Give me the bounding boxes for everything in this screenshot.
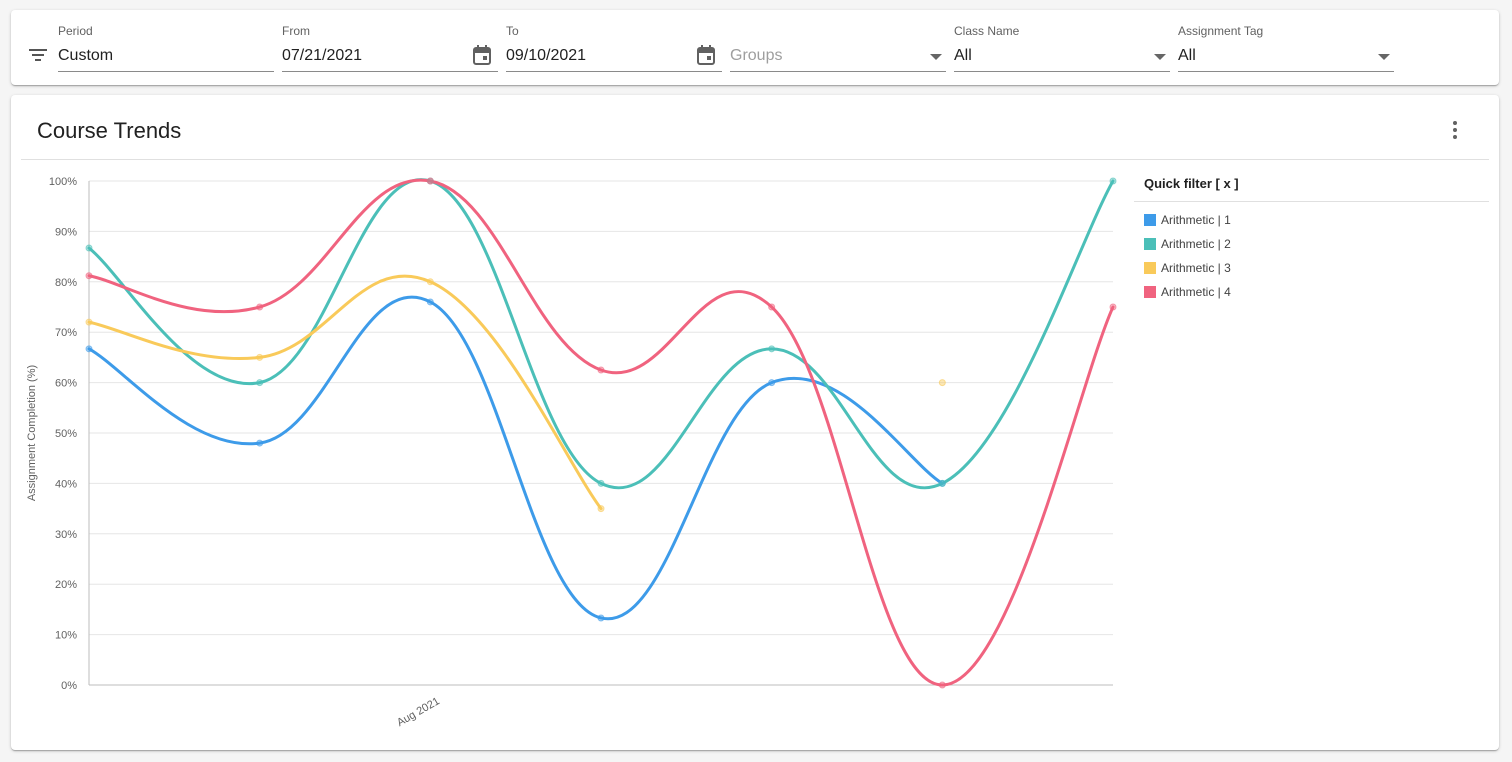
card-title: Course Trends xyxy=(37,118,182,143)
class-name-select[interactable]: Class Name All xyxy=(954,10,1170,85)
legend-label: Arithmetic | 1 xyxy=(1161,213,1231,227)
data-point-3 xyxy=(426,278,434,286)
y-tick-label: 50% xyxy=(55,428,77,440)
groups-select[interactable]: Groups xyxy=(730,10,946,85)
legend: Quick filter [ x ] Arithmetic | 1 Arithme… xyxy=(1134,165,1489,304)
y-tick-label: 20% xyxy=(55,579,77,591)
legend-swatch xyxy=(1144,286,1156,298)
from-underline xyxy=(282,71,498,72)
data-point-2 xyxy=(938,479,946,487)
filter-bar: Period Custom From 07/21/2021 To 09/10/2… xyxy=(11,10,1499,85)
legend-item-4[interactable]: Arithmetic | 4 xyxy=(1134,280,1489,304)
data-point-2 xyxy=(597,479,605,487)
data-point-2 xyxy=(768,345,776,353)
y-tick-label: 70% xyxy=(55,327,77,339)
groups-placeholder[interactable]: Groups xyxy=(730,47,783,64)
data-point-4 xyxy=(768,303,776,311)
data-point-1 xyxy=(426,298,434,306)
legend-title[interactable]: Quick filter [ x ] xyxy=(1134,165,1489,202)
data-point-4 xyxy=(938,681,946,689)
legend-label: Arithmetic | 3 xyxy=(1161,261,1231,275)
data-point-3 xyxy=(85,318,93,326)
data-point-2 xyxy=(1109,177,1117,185)
legend-item-3[interactable]: Arithmetic | 3 xyxy=(1134,256,1489,280)
legend-label: Arithmetic | 2 xyxy=(1161,237,1231,251)
period-select[interactable]: Period Custom xyxy=(58,10,274,85)
assignment-tag-value[interactable]: All xyxy=(1178,47,1196,64)
data-point-1 xyxy=(85,345,93,353)
class-name-label: Class Name xyxy=(954,24,1020,38)
legend-item-2[interactable]: Arithmetic | 2 xyxy=(1134,232,1489,256)
to-value[interactable]: 09/10/2021 xyxy=(506,47,587,64)
series-line-2 xyxy=(87,178,1115,490)
assignment-tag-select[interactable]: Assignment Tag All xyxy=(1178,10,1394,85)
period-label: Period xyxy=(58,24,93,38)
data-point-3 xyxy=(256,353,264,361)
chevron-down-icon[interactable] xyxy=(1154,54,1166,60)
data-point-2 xyxy=(85,244,93,252)
data-point-4 xyxy=(426,177,434,185)
y-tick-label: 80% xyxy=(55,277,77,289)
legend-swatch xyxy=(1144,238,1156,250)
more-vert-icon[interactable] xyxy=(1443,117,1467,143)
to-label: To xyxy=(506,24,519,38)
data-point-3 xyxy=(597,505,605,513)
data-point-4 xyxy=(256,303,264,311)
from-label: From xyxy=(282,24,310,38)
data-point-2 xyxy=(256,379,264,387)
filter-icon[interactable] xyxy=(29,49,47,63)
line-chart: 0% 10% 20% 30% 40% 50% 60% 70% 80% 90% 100% Assignm… xyxy=(26,176,1117,729)
chevron-down-icon[interactable] xyxy=(930,54,942,60)
data-point-4 xyxy=(597,366,605,374)
calendar-icon[interactable] xyxy=(696,44,716,66)
legend-list: Arithmetic | 1 Arithmetic | 2 Arithmetic |… xyxy=(1134,202,1489,304)
chevron-down-icon[interactable] xyxy=(1378,54,1390,60)
legend-swatch xyxy=(1144,262,1156,274)
y-tick-label: 40% xyxy=(55,478,77,490)
data-point-1 xyxy=(597,614,605,622)
groups-underline xyxy=(730,71,946,72)
to-date-field[interactable]: To 09/10/2021 xyxy=(506,10,722,85)
series-line-3 xyxy=(87,274,603,511)
legend-label: Arithmetic | 4 xyxy=(1161,285,1231,299)
y-tick-label: 90% xyxy=(55,226,77,238)
y-tick-label: 0% xyxy=(61,680,77,692)
y-tick-label: 60% xyxy=(55,378,77,390)
data-point-3 xyxy=(938,379,946,387)
class-name-underline xyxy=(954,71,1170,72)
data-point-1 xyxy=(768,379,776,387)
data-point-4 xyxy=(85,272,93,280)
period-underline xyxy=(58,71,274,72)
y-tick-label: 30% xyxy=(55,529,77,541)
course-trends-card: Course Trends 0% 10% 20% 30% 40% 50% 60% 70% 80%… xyxy=(11,95,1499,750)
legend-swatch xyxy=(1144,214,1156,226)
from-value[interactable]: 07/21/2021 xyxy=(282,47,363,64)
from-date-field[interactable]: From 07/21/2021 xyxy=(282,10,498,85)
assignment-tag-label: Assignment Tag xyxy=(1178,24,1264,38)
y-tick-label: 100% xyxy=(49,176,77,188)
assignment-tag-underline xyxy=(1178,71,1394,72)
class-name-value[interactable]: All xyxy=(954,47,972,64)
series-line-1 xyxy=(87,295,944,621)
to-underline xyxy=(506,71,722,72)
title-divider xyxy=(21,159,1489,160)
series-line-4 xyxy=(87,178,1115,687)
period-value[interactable]: Custom xyxy=(58,47,114,64)
legend-item-1[interactable]: Arithmetic | 1 xyxy=(1134,208,1489,232)
data-point-1 xyxy=(256,439,264,447)
y-tick-label: 10% xyxy=(55,630,77,642)
data-point-4 xyxy=(1109,303,1117,311)
y-axis-title: Assignment Completion (%) xyxy=(26,365,38,501)
calendar-icon[interactable] xyxy=(472,44,492,66)
x-tick-label: Aug 2021 xyxy=(395,695,442,729)
